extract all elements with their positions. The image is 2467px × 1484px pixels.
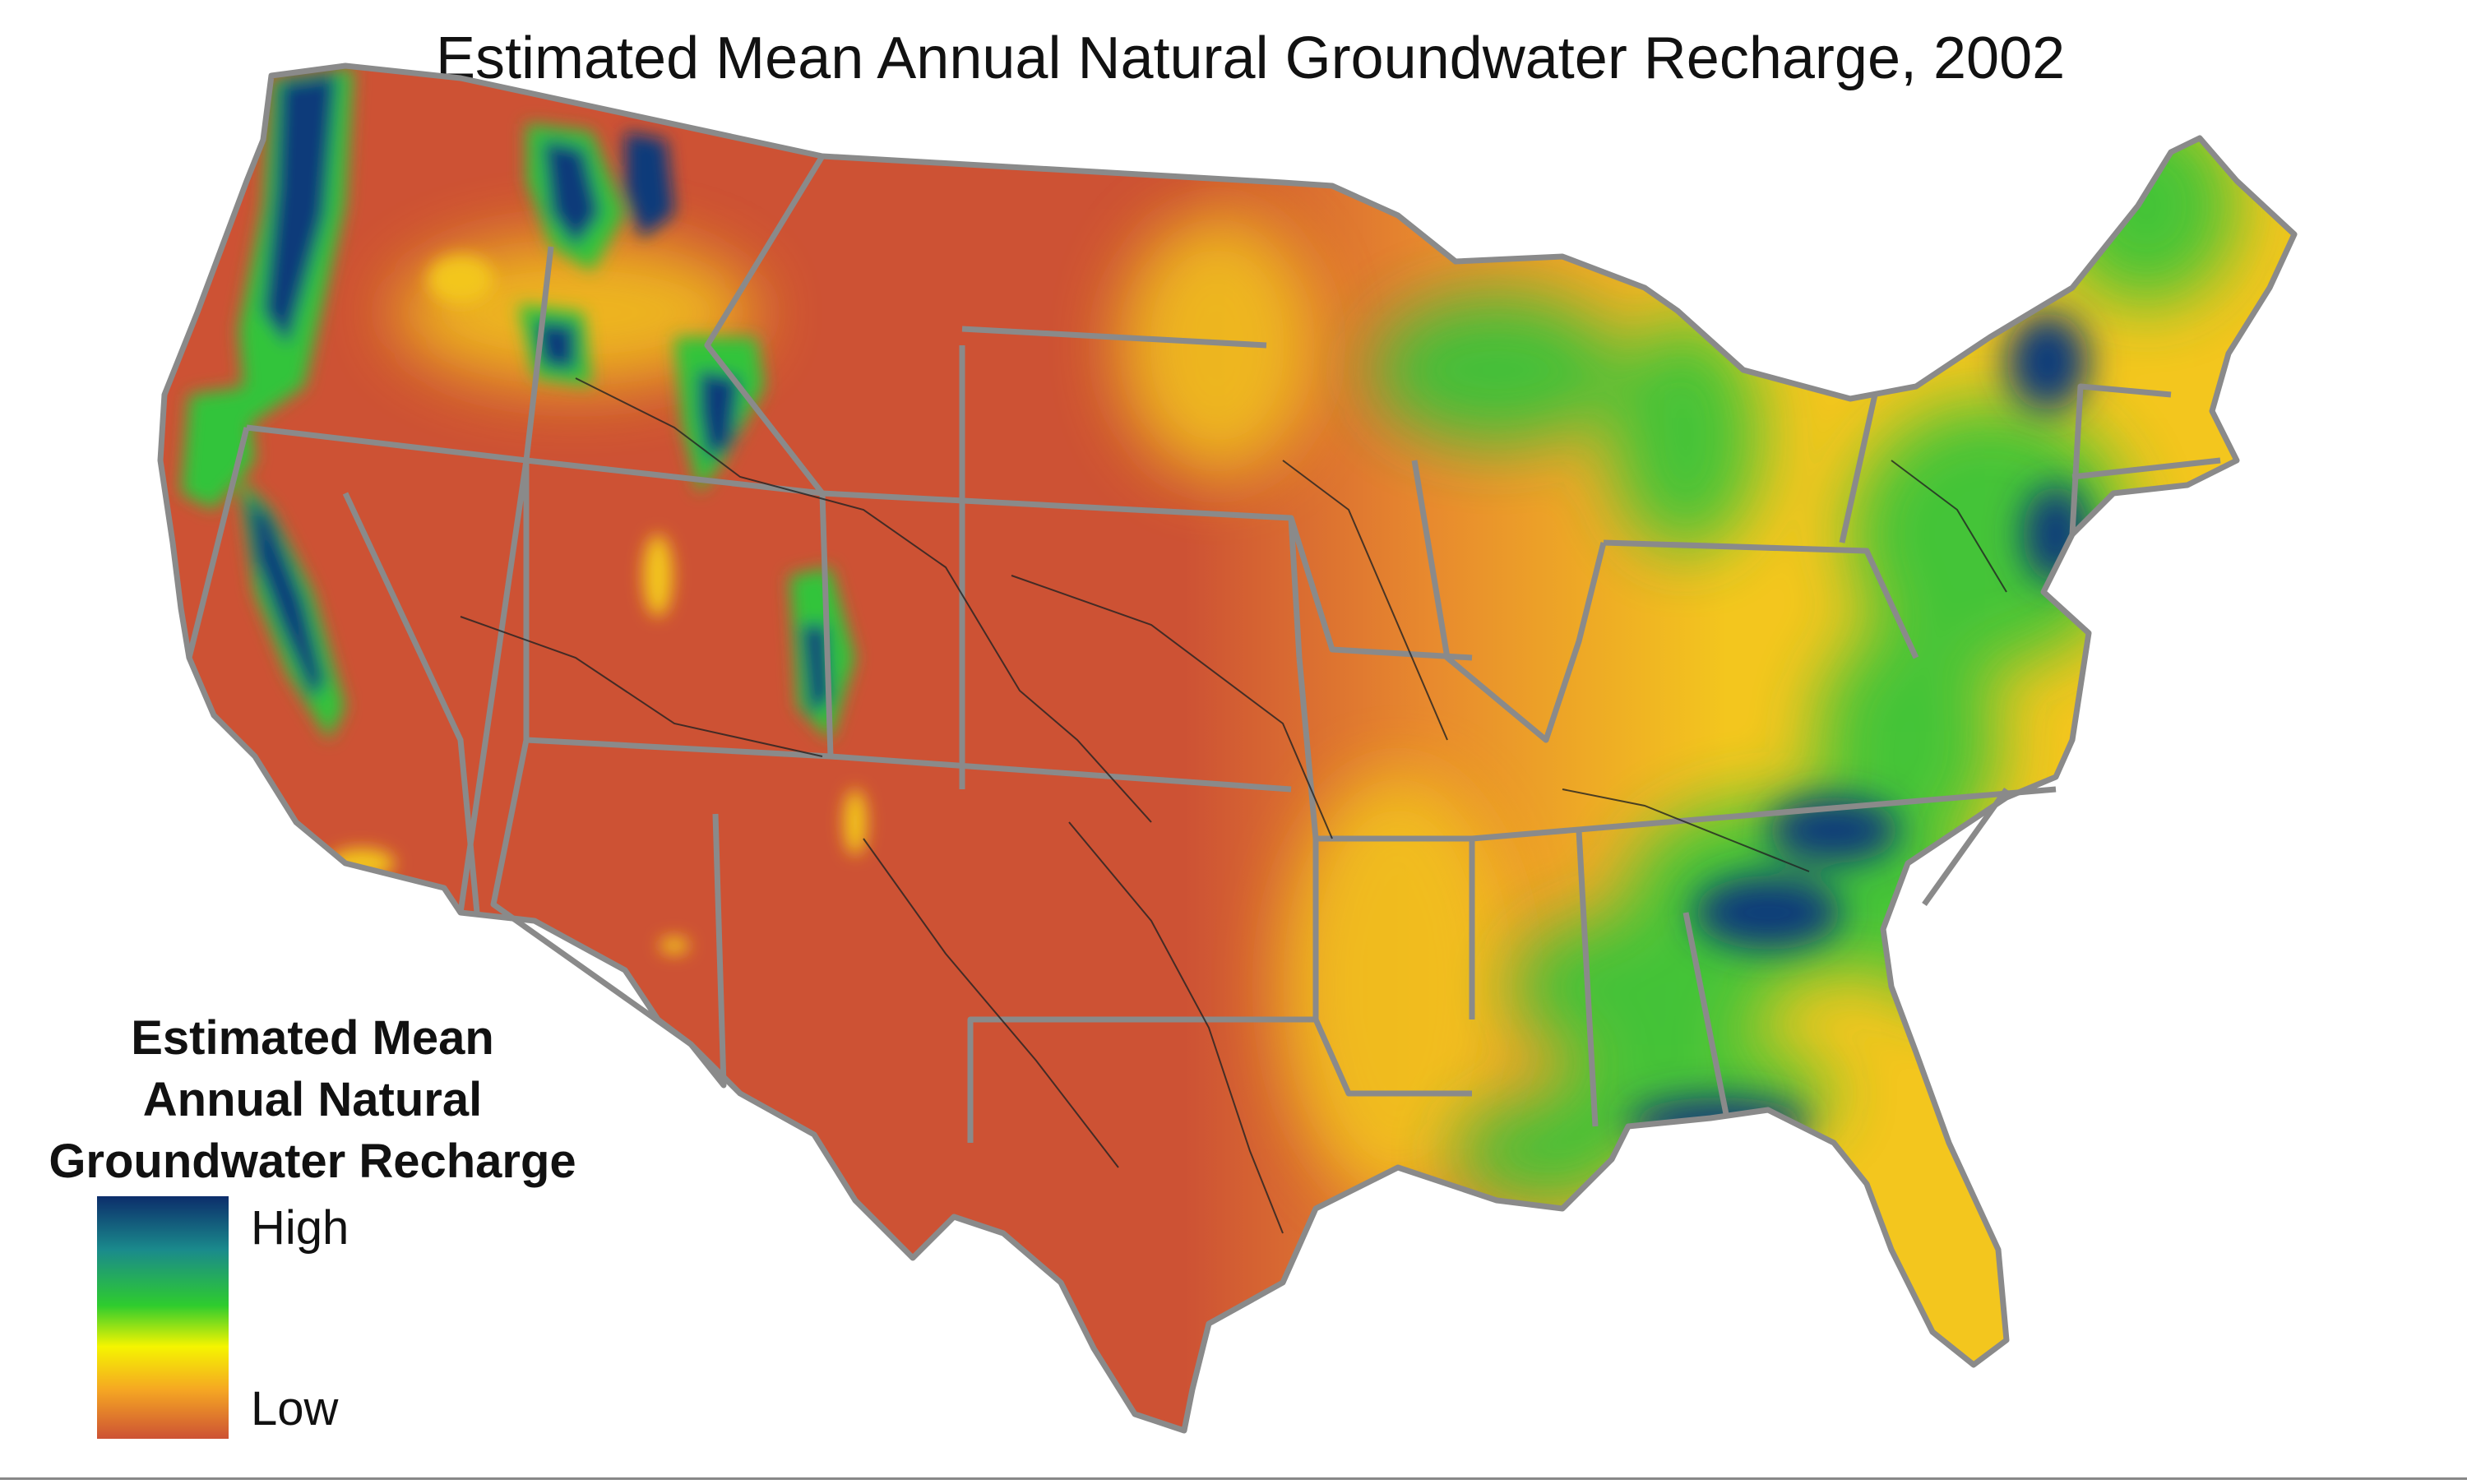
state-borders: [160, 66, 2294, 1431]
map-title: Estimated Mean Annual Natural Groundwate…: [436, 25, 2066, 91]
legend-title: Estimated Mean Annual Natural Groundwate…: [0, 1007, 625, 1192]
legend-high-label: High: [251, 1201, 349, 1255]
legend-low-label: Low: [251, 1382, 339, 1435]
basin-lines: [460, 377, 2007, 1234]
legend-title-line-1: Estimated Mean: [131, 1011, 494, 1065]
legend-color-ramp: [97, 1196, 229, 1439]
legend-title-line-3: Groundwater Recharge: [49, 1135, 576, 1188]
legend-title-line-2: Annual Natural: [142, 1073, 483, 1126]
bottom-border: [0, 1477, 2467, 1480]
